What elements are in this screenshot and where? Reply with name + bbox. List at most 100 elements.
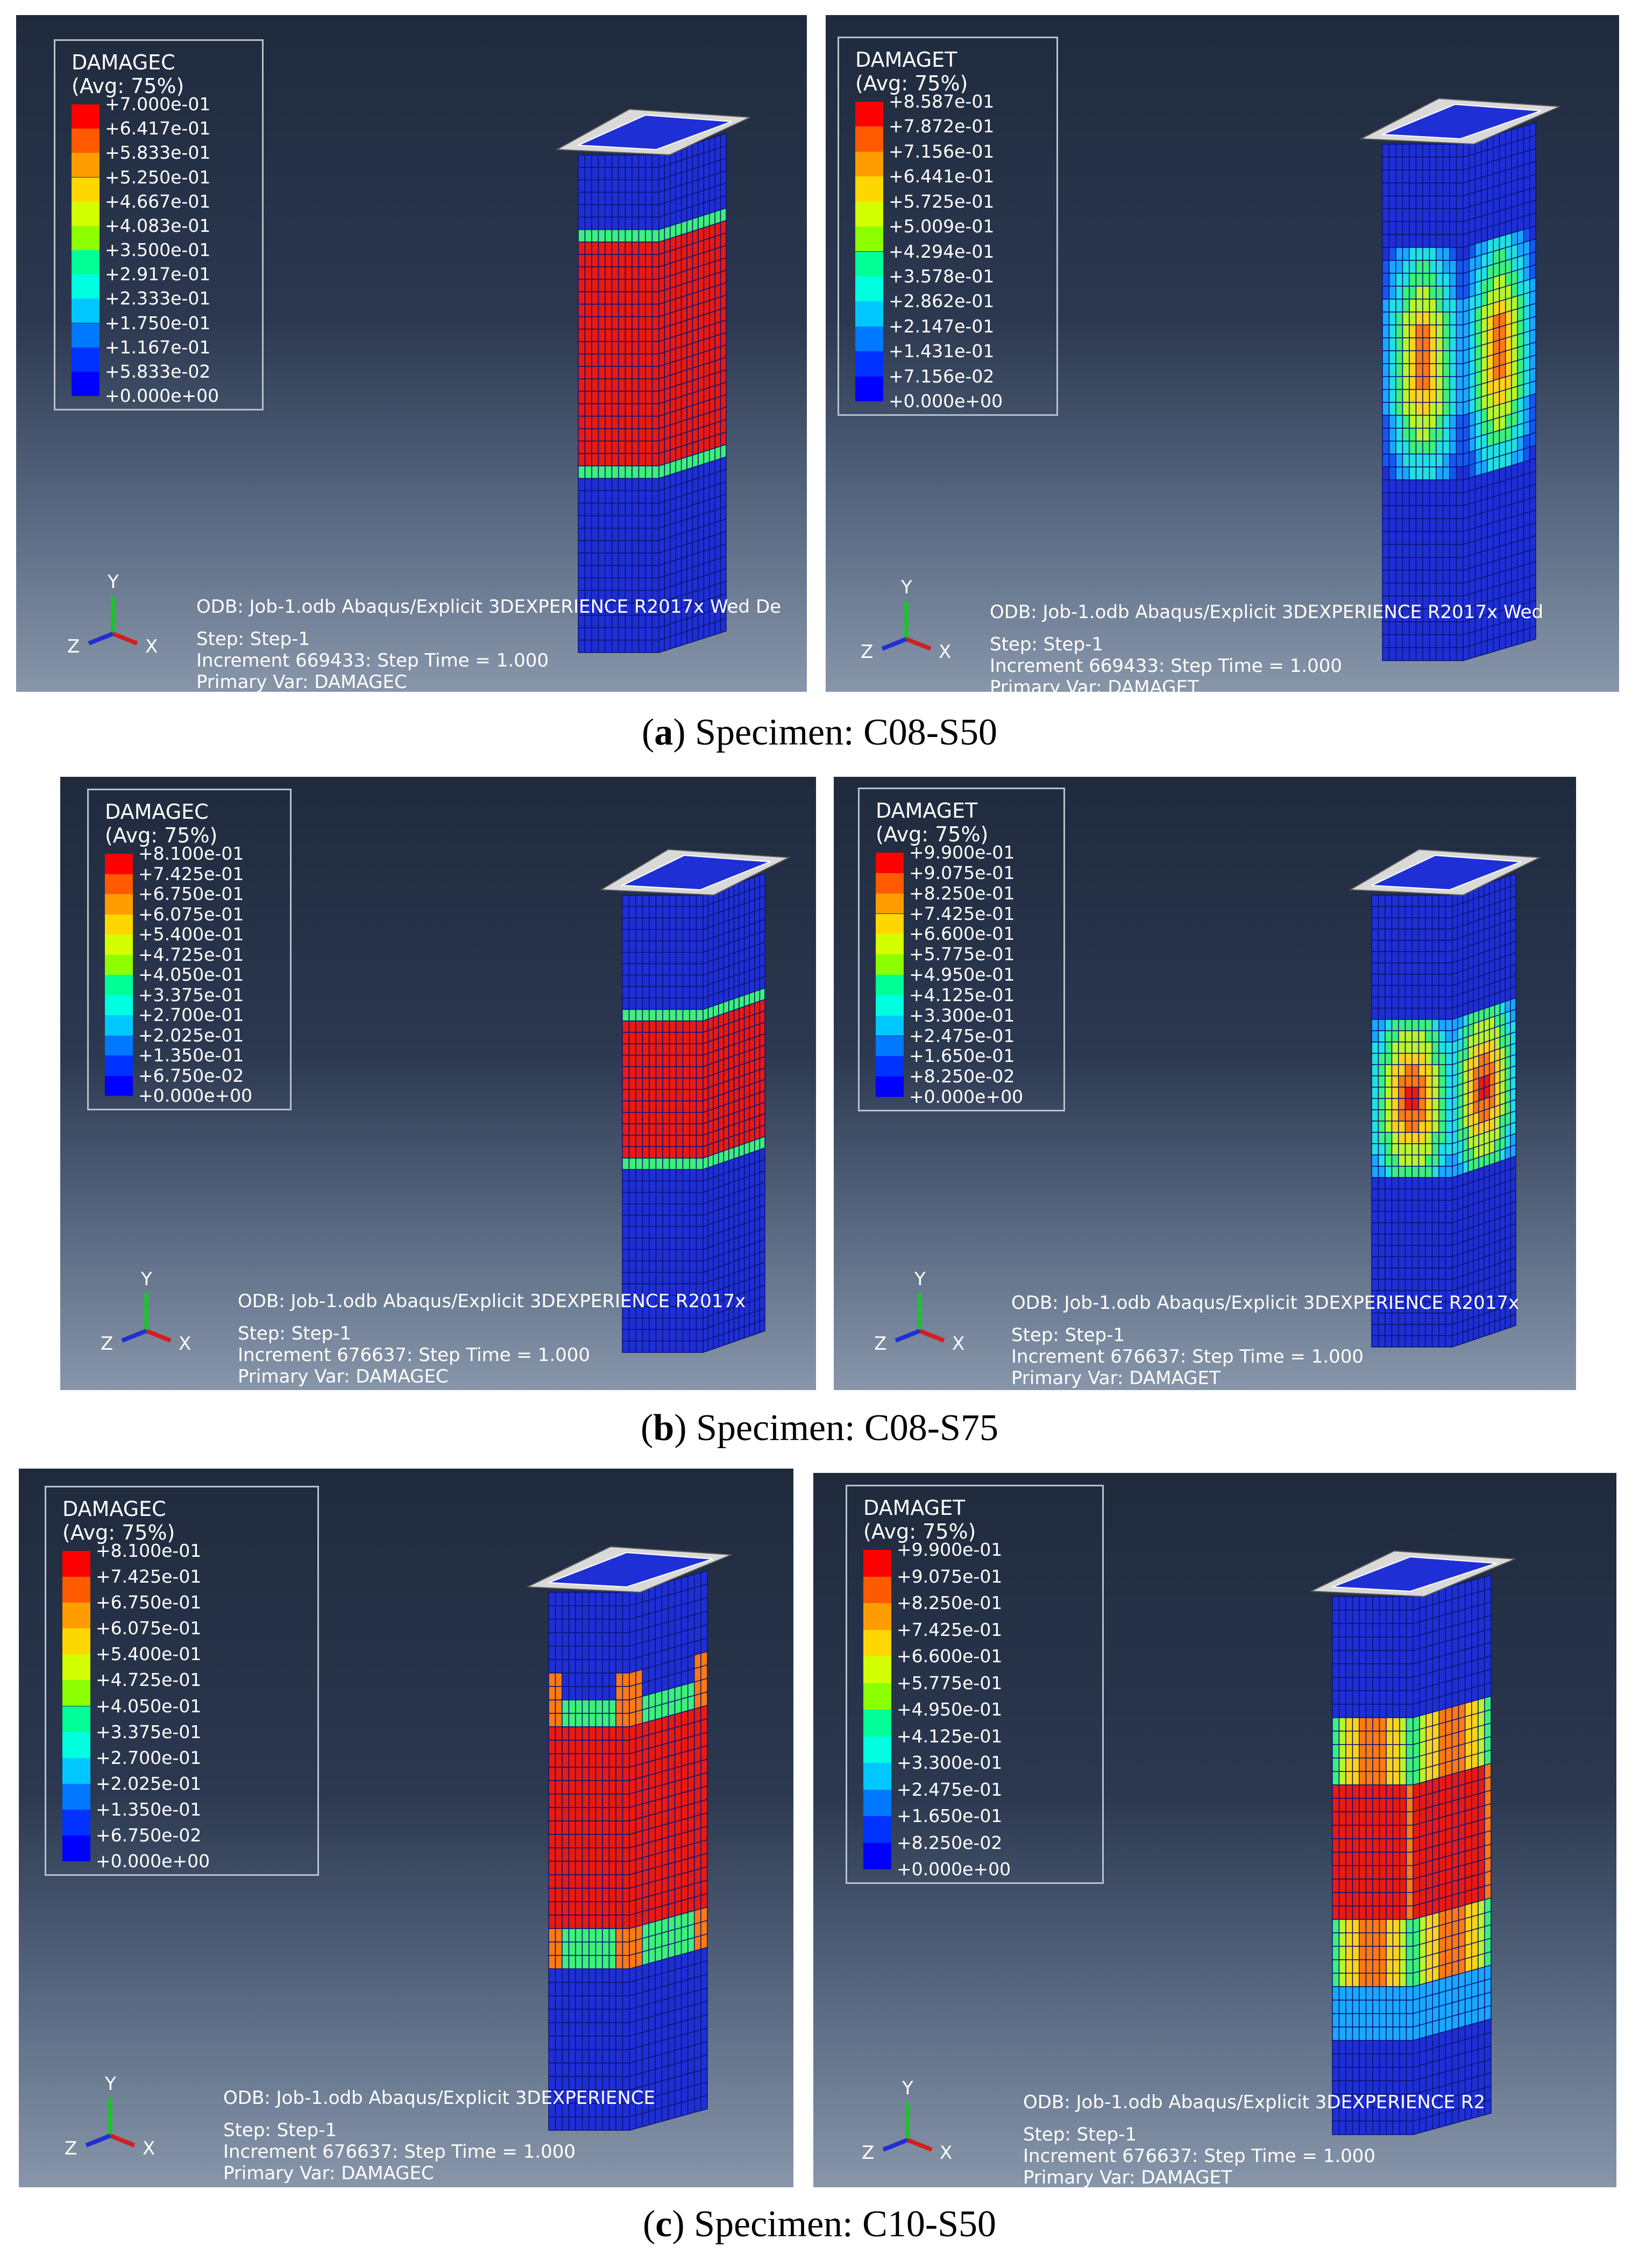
mesh-element	[728, 906, 735, 922]
mesh-element	[696, 1146, 704, 1159]
mesh-element	[1378, 940, 1386, 952]
mesh-element	[703, 561, 710, 577]
mesh-element	[655, 929, 663, 941]
mesh-element	[1467, 898, 1474, 913]
mesh-element	[642, 986, 650, 998]
mesh-element	[1463, 335, 1470, 352]
mesh-element	[1402, 479, 1410, 493]
mesh-element	[1438, 1098, 1446, 1110]
mesh-element	[605, 378, 613, 392]
mesh-element	[628, 975, 636, 987]
mesh-element	[608, 1941, 616, 1956]
mesh-element	[1431, 1313, 1439, 1325]
mesh-element	[686, 367, 693, 383]
mesh-element	[575, 1632, 583, 1647]
mesh-element	[700, 2068, 708, 2085]
mesh-element	[1409, 144, 1417, 158]
mesh-element	[718, 1230, 725, 1245]
mesh-element	[1487, 586, 1494, 603]
mesh-element	[1409, 415, 1417, 429]
mesh-element	[555, 1767, 563, 1781]
mesh-element	[1481, 640, 1488, 656]
mesh-element	[1510, 929, 1516, 944]
mesh-element	[622, 1078, 630, 1090]
increment-info: Increment 676637: Step Time = 1.000	[238, 1344, 591, 1366]
mesh-element	[658, 152, 665, 168]
mesh-element	[649, 1341, 657, 1353]
mesh-element	[591, 490, 599, 504]
mesh-element	[625, 291, 633, 305]
mesh-element	[649, 1317, 657, 1330]
mesh-element	[635, 1817, 643, 1833]
mesh-element	[591, 577, 599, 591]
mesh-element	[680, 456, 687, 472]
mesh-element	[632, 242, 640, 255]
mesh-element	[622, 1646, 630, 1660]
mesh-element	[625, 428, 633, 442]
mesh-element	[664, 287, 671, 303]
mesh-element	[670, 559, 676, 575]
mesh-element	[739, 1200, 745, 1215]
mesh-element	[1505, 516, 1512, 533]
mesh-element	[598, 229, 606, 243]
mesh-element	[668, 1982, 676, 1999]
mesh-element	[629, 2060, 636, 2077]
mesh-element	[588, 1605, 597, 1620]
mesh-element	[718, 1002, 725, 1016]
mesh-element	[1445, 906, 1453, 918]
mesh-element	[628, 1112, 636, 1124]
odb-info: ODB: Job-1.odb Abaqus/Explicit 3DEXPERIE…	[1011, 1292, 1520, 1314]
mesh-element	[754, 1309, 761, 1324]
mesh-element	[655, 1203, 663, 1216]
mesh-element	[669, 1089, 677, 1102]
mesh-element	[703, 1247, 709, 1262]
mesh-element	[1436, 208, 1444, 222]
mesh-element	[749, 968, 755, 983]
mesh-element	[1385, 1256, 1393, 1268]
mesh-element	[720, 182, 727, 198]
odb-info: ODB: Job-1.odb Abaqus/Explicit 3DEXPERIE…	[196, 596, 782, 618]
mesh-element	[759, 1204, 765, 1219]
mesh-element	[723, 908, 729, 923]
mesh-element	[602, 1901, 610, 1916]
axis-x-arrow	[905, 637, 932, 651]
mesh-element	[595, 1672, 603, 1687]
mesh-element	[622, 1968, 630, 1983]
mesh-element	[1442, 363, 1450, 377]
mesh-element	[605, 303, 613, 317]
mesh-element	[682, 929, 690, 941]
mesh-element	[1371, 1064, 1379, 1076]
mesh-element	[700, 2014, 708, 2031]
mesh-element	[1398, 1234, 1406, 1246]
mesh-element	[622, 1020, 630, 1033]
mesh-element	[1398, 1087, 1406, 1099]
mesh-element	[743, 1095, 750, 1110]
mesh-element	[703, 175, 710, 191]
mesh-element	[615, 2116, 623, 2131]
mesh-element	[1468, 269, 1476, 285]
mesh-element	[662, 1249, 670, 1261]
axis-triad: YXZ	[861, 577, 951, 663]
mesh-element	[759, 1067, 765, 1082]
mesh-element	[720, 530, 727, 547]
mesh-element	[568, 1941, 576, 1956]
mesh-element	[1409, 324, 1417, 338]
mesh-element	[680, 1643, 689, 1660]
mesh-element	[1529, 277, 1536, 293]
mesh-element	[1494, 957, 1501, 972]
mesh-element	[625, 453, 633, 466]
mesh-element	[728, 998, 735, 1013]
legend-color-band	[105, 914, 133, 934]
mesh-element	[1473, 1078, 1479, 1092]
mesh-element	[680, 1656, 689, 1673]
legend-level-label: +2.862e-01	[889, 290, 995, 312]
mesh-element	[548, 1726, 556, 1741]
mesh-element	[1402, 466, 1410, 480]
mesh-element	[713, 1175, 719, 1189]
mesh-element	[1529, 522, 1536, 538]
mesh-element	[698, 414, 705, 429]
mesh-element	[692, 552, 699, 568]
mesh-element	[1505, 400, 1512, 416]
mesh-element	[1388, 428, 1396, 442]
mesh-element	[668, 1713, 676, 1730]
